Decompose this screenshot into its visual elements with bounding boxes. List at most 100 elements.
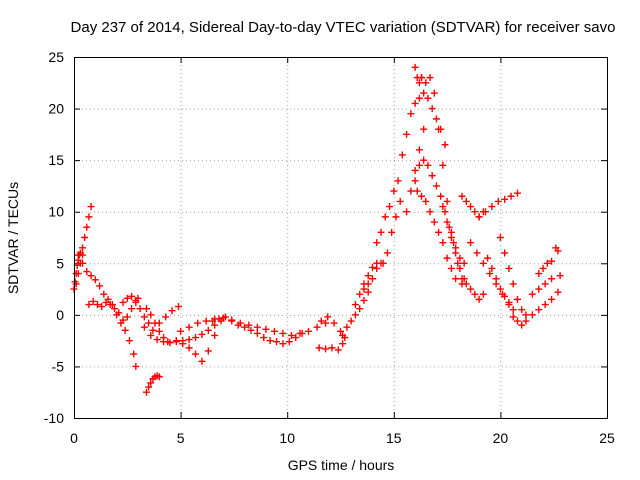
data-point (351, 301, 359, 309)
data-point (198, 357, 206, 365)
data-point (386, 203, 394, 211)
data-point (123, 313, 131, 321)
data-point (198, 330, 206, 338)
data-point (554, 288, 562, 296)
data-point (518, 306, 526, 314)
data-point (322, 345, 330, 353)
data-point (496, 285, 504, 293)
series-sat-g (142, 372, 163, 396)
data-point (458, 192, 466, 200)
axes: 0 5 10 15 20 25 -10 -5 0 5 10 15 20 25 (44, 49, 615, 446)
data-point (535, 285, 543, 293)
data-point (473, 249, 481, 257)
x-axis-label: GPS time / hours (288, 457, 395, 473)
data-point (403, 130, 411, 138)
data-point (192, 350, 200, 358)
series-sat-o (339, 288, 372, 339)
data-point (155, 373, 163, 381)
data-point (155, 327, 163, 335)
data-point (234, 321, 242, 329)
data-point (443, 254, 451, 262)
data-point (501, 249, 509, 257)
data-point (509, 306, 517, 314)
data-point (556, 272, 564, 280)
data-point (166, 339, 174, 347)
data-point (285, 338, 293, 346)
data-point (471, 290, 479, 298)
data-point (437, 192, 445, 200)
series-sat-ab (475, 189, 521, 221)
series-sat-ah (528, 275, 556, 298)
data-point (160, 338, 168, 346)
data-point (501, 292, 509, 300)
data-point (162, 313, 170, 321)
data-point (407, 110, 415, 118)
data-point (411, 166, 419, 174)
y-tick-label: 15 (48, 152, 64, 168)
data-point (415, 94, 423, 102)
data-point (204, 347, 212, 355)
data-point (121, 326, 129, 334)
data-point (381, 213, 389, 221)
data-point (115, 309, 123, 317)
data-point (426, 208, 434, 216)
data-point (136, 305, 144, 313)
data-point (462, 280, 470, 288)
data-point (481, 208, 489, 216)
data-point (147, 379, 155, 387)
data-point (72, 280, 80, 288)
data-point (125, 337, 133, 345)
x-tick-label: 0 (70, 430, 78, 446)
data-point (322, 319, 330, 327)
data-point (415, 146, 423, 154)
data-point (548, 275, 556, 283)
plot-frame (74, 57, 608, 419)
series-sat-aj (552, 244, 564, 280)
series-sat-ac (458, 275, 487, 303)
data-point (83, 268, 91, 276)
data-point (202, 317, 210, 325)
data-point (247, 326, 255, 334)
data-point (392, 213, 400, 221)
data-point (174, 303, 182, 311)
series-sat-f (142, 305, 172, 346)
data-point (420, 89, 428, 97)
data-point (81, 234, 89, 241)
data-point (539, 264, 547, 272)
data-point (130, 350, 138, 358)
data-point (430, 218, 438, 226)
series-sat-s (379, 197, 404, 267)
data-point (85, 213, 93, 221)
data-point (262, 325, 270, 333)
data-point (439, 203, 447, 211)
data-point (456, 264, 464, 272)
data-point (505, 264, 513, 272)
data-point (479, 259, 487, 267)
data-point (452, 275, 460, 283)
data-point (418, 192, 426, 200)
data-point (507, 192, 515, 200)
data-point (168, 307, 176, 315)
data-point (111, 305, 119, 313)
data-point (494, 197, 502, 205)
series-sat-e (119, 292, 153, 327)
x-tick-label: 15 (386, 430, 402, 446)
series-sat-b (72, 203, 95, 288)
data-point (420, 125, 428, 133)
data-points (70, 63, 564, 396)
series-sat-w (418, 74, 468, 283)
data-point (145, 383, 153, 391)
data-point (488, 203, 496, 211)
data-point (554, 247, 562, 255)
data-point (360, 285, 368, 293)
series-sat-k (177, 314, 330, 339)
data-point (513, 295, 521, 303)
data-point (424, 94, 432, 102)
data-point (377, 228, 385, 236)
data-point (484, 254, 492, 262)
data-point (315, 344, 323, 352)
data-point (422, 79, 430, 87)
data-point (132, 362, 140, 370)
data-point (91, 276, 99, 284)
data-point (153, 336, 161, 344)
